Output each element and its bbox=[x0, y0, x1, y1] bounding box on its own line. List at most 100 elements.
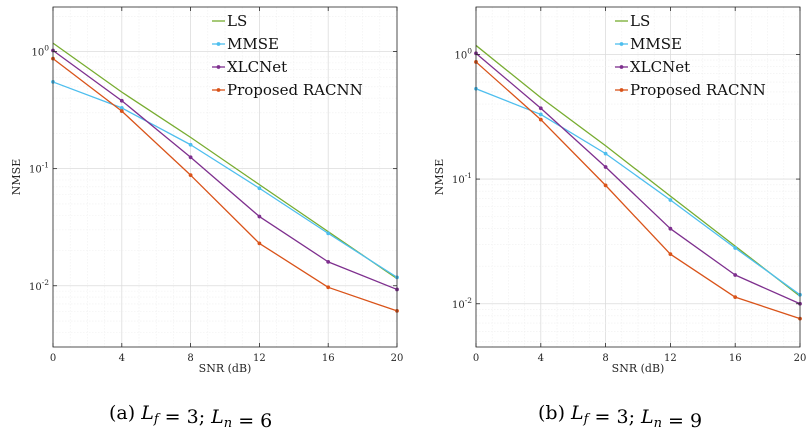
x-tick-label: 4 bbox=[119, 353, 125, 364]
legend-marker bbox=[619, 65, 624, 69]
y-tick-exponent: -2 bbox=[465, 296, 473, 305]
data-point bbox=[668, 226, 673, 231]
legend-label: MMSE bbox=[630, 35, 682, 53]
legend-entry: XLCNet bbox=[212, 58, 287, 76]
y-tick-base: 10 bbox=[454, 50, 467, 61]
legend-entry: LS bbox=[615, 12, 650, 30]
legend-label: Proposed RACNN bbox=[630, 81, 766, 99]
legend-label: XLCNet bbox=[630, 58, 690, 76]
caption-expr: L bbox=[570, 402, 584, 424]
data-point bbox=[603, 183, 608, 188]
series-proposed-racnn bbox=[51, 56, 399, 313]
legend-label: Proposed RACNN bbox=[227, 81, 363, 99]
legend-label: LS bbox=[227, 12, 247, 30]
axes-box bbox=[475, 6, 801, 348]
y-tick-exponent: 0 bbox=[44, 44, 49, 53]
y-tick-base: 10 bbox=[29, 165, 42, 176]
subfigure-caption: (b) Lf = 3; Ln = 9 bbox=[538, 402, 702, 432]
x-tick-label: 8 bbox=[602, 353, 608, 364]
series-line bbox=[52, 58, 398, 312]
y-tick-base: 10 bbox=[452, 300, 465, 311]
data-point bbox=[326, 259, 331, 264]
x-axis-label: SNR (dB) bbox=[199, 362, 252, 375]
series-line bbox=[475, 52, 801, 305]
x-tick-label: 12 bbox=[253, 353, 266, 364]
data-point bbox=[188, 173, 193, 178]
caption-label: (b) bbox=[538, 402, 565, 424]
y-tick-label: 10-2 bbox=[29, 278, 49, 293]
axes-box bbox=[52, 6, 398, 348]
caption-expr: L bbox=[140, 402, 154, 424]
y-tick-label: 10-1 bbox=[29, 161, 49, 176]
data-point bbox=[603, 165, 608, 169]
data-point bbox=[119, 98, 124, 103]
y-tick-label: 10-2 bbox=[452, 296, 472, 311]
legend-entry: MMSE bbox=[212, 35, 279, 53]
series-mmse bbox=[51, 80, 399, 280]
x-tick-label: 16 bbox=[322, 353, 335, 364]
data-point bbox=[668, 252, 673, 257]
y-tick-label: 10-1 bbox=[452, 171, 472, 186]
y-tick-base: 10 bbox=[452, 175, 465, 186]
data-point bbox=[733, 273, 738, 277]
data-point bbox=[538, 106, 543, 111]
legend-entry: Proposed RACNN bbox=[615, 81, 766, 99]
caption-expr: = 9 bbox=[662, 410, 702, 432]
series-ls bbox=[475, 44, 801, 297]
data-point bbox=[538, 112, 543, 117]
y-tick-label: 100 bbox=[454, 46, 472, 61]
legend-marker bbox=[619, 88, 624, 92]
caption-subscript: f bbox=[153, 412, 161, 427]
legend-entry: MMSE bbox=[615, 35, 682, 53]
data-point bbox=[733, 295, 738, 300]
y-tick-base: 10 bbox=[29, 282, 42, 293]
caption-expr: L bbox=[640, 406, 654, 428]
x-tick-label: 8 bbox=[187, 353, 193, 364]
series-line bbox=[475, 44, 801, 297]
subfigure-caption: (a) Lf = 3; Ln = 6 bbox=[109, 402, 272, 432]
x-tick-label: 4 bbox=[538, 353, 544, 364]
series-line bbox=[52, 42, 398, 280]
y-axis-label: NMSE bbox=[433, 159, 446, 195]
legend-marker bbox=[619, 42, 624, 46]
legend-entry: LS bbox=[212, 12, 247, 30]
legend-entry: Proposed RACNN bbox=[212, 81, 363, 99]
legend-label: MMSE bbox=[227, 35, 279, 53]
x-tick-label: 0 bbox=[50, 353, 56, 364]
data-point bbox=[188, 155, 193, 160]
caption-expr: = 3; bbox=[588, 406, 641, 428]
x-tick-label: 20 bbox=[391, 353, 404, 364]
series-ls bbox=[52, 42, 398, 280]
x-tick-label: 20 bbox=[794, 353, 806, 364]
data-point bbox=[326, 231, 331, 236]
series-line bbox=[475, 61, 801, 320]
caption-subscript: n bbox=[224, 416, 232, 431]
caption-expr: = 6 bbox=[232, 410, 272, 432]
caption-subscript: f bbox=[583, 412, 591, 427]
data-point bbox=[603, 151, 608, 156]
data-point bbox=[257, 241, 262, 246]
data-point bbox=[668, 198, 673, 202]
grid bbox=[475, 7, 801, 347]
data-point bbox=[257, 186, 262, 191]
data-point bbox=[119, 109, 124, 113]
y-tick-exponent: -2 bbox=[42, 278, 50, 287]
series-line bbox=[52, 49, 398, 291]
data-point bbox=[257, 214, 262, 219]
caption-expr: L bbox=[210, 406, 224, 428]
x-axis-label: SNR (dB) bbox=[612, 362, 665, 375]
data-point bbox=[188, 142, 193, 147]
legend-marker bbox=[216, 88, 221, 92]
y-tick-base: 10 bbox=[31, 48, 44, 59]
caption-label: (a) bbox=[109, 402, 135, 424]
y-tick-exponent: -1 bbox=[42, 161, 49, 170]
series-line bbox=[52, 81, 398, 278]
data-point bbox=[733, 246, 738, 250]
legend-marker bbox=[216, 42, 221, 46]
y-tick-exponent: -1 bbox=[465, 171, 472, 180]
legend: LS MMSE XLCNet Proposed RACNN bbox=[212, 12, 363, 99]
data-point bbox=[119, 106, 124, 110]
data-point bbox=[538, 117, 543, 122]
